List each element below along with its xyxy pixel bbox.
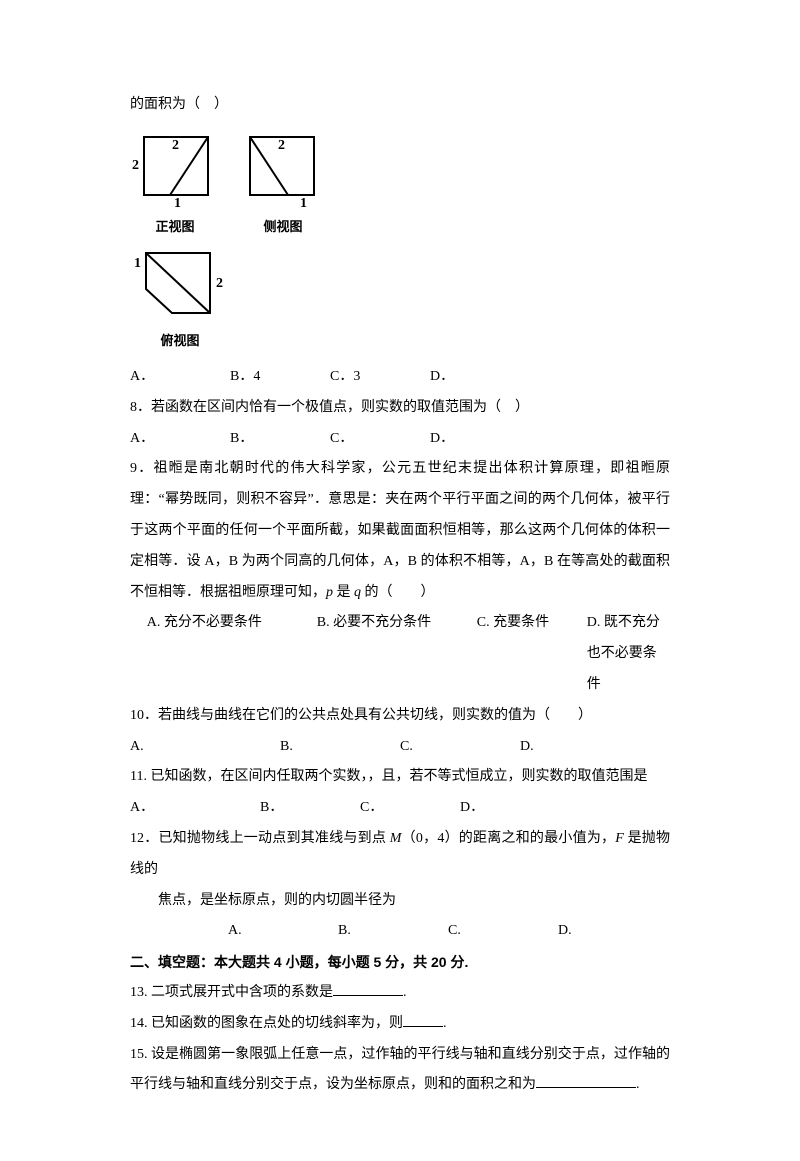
question-intro: 的面积为（ ） <box>130 90 670 121</box>
q13: 13. 二项式展开式中含项的系数是. <box>130 978 670 1009</box>
q13-blank[interactable] <box>333 981 403 996</box>
q12-line2: 焦点，是坐标原点，则的内切圆半径为 <box>130 886 670 917</box>
q9-option-b: B. 必要不充分条件 <box>317 608 477 700</box>
q9-mid: 是 <box>333 585 354 600</box>
front-view: 2 2 1 正视图 <box>130 131 220 242</box>
top-right-label: 2 <box>216 276 223 291</box>
q11-text: 11. 已知函数，在区间内任取两个实数，，且，若不等式恒成立，则实数的取值范围是 <box>130 762 670 793</box>
q10-option-d: D. <box>520 732 534 763</box>
q10-options: A. B. C. D. <box>130 732 670 763</box>
q10-option-c: C. <box>400 732 520 763</box>
diagrams-row-1: 2 2 1 正视图 2 1 侧视图 <box>130 131 670 242</box>
q9-q: q <box>354 585 361 600</box>
q12-line1: 12．已知抛物线上一动点到其准线与到点 M（0，4）的距离之和的最小值为，F 是… <box>130 824 670 886</box>
front-view-svg: 2 2 1 <box>130 131 220 211</box>
q10-option-a: A. <box>130 732 280 763</box>
q12-option-a: A. <box>228 916 338 947</box>
top-left-label: 1 <box>134 256 141 271</box>
q14: 14. 已知函数的图象在点处的切线斜率为，则. <box>130 1009 670 1040</box>
q10-option-b: B. <box>280 732 400 763</box>
q9-option-a: A. 充分不必要条件 <box>147 608 317 700</box>
q8-options: A． B． C． D． <box>130 424 670 455</box>
q9-options: A. 充分不必要条件 B. 必要不充分条件 C. 充要条件 D. 既不充分也不必… <box>130 608 670 700</box>
q15-blank[interactable] <box>536 1073 636 1088</box>
q15: 15. 设是椭圆第一象限弧上任意一点，过作轴的平行线与轴和直线分别交于点，过作轴… <box>130 1040 670 1102</box>
side-bottom-label: 1 <box>300 196 307 211</box>
q8-option-d: D． <box>430 424 530 455</box>
front-bottom-label: 1 <box>174 196 181 211</box>
front-left-label: 2 <box>132 158 139 173</box>
q15-post: . <box>636 1077 640 1092</box>
q8-option-b: B． <box>230 424 330 455</box>
front-view-caption: 正视图 <box>155 213 194 242</box>
q14-post: . <box>443 1016 447 1031</box>
diagrams-block: 2 2 1 正视图 2 1 侧视图 <box>130 131 670 356</box>
q12-pre: 12．已知抛物线上一动点到其准线与到点 <box>130 831 390 846</box>
q13-post: . <box>403 985 407 1000</box>
side-view-svg: 2 1 <box>238 131 328 211</box>
top-view: 1 2 俯视图 <box>130 247 230 356</box>
q12-option-c: C. <box>448 916 558 947</box>
q13-pre: 13. 二项式展开式中含项的系数是 <box>130 985 333 1000</box>
q11-option-b: B． <box>260 793 360 824</box>
q7-option-b: B．4 <box>230 362 330 393</box>
q9-line1: 9．祖暅是南北朝时代的伟大科学家，公元五世纪末提出体积计算原理，即祖暅原理：“幂… <box>130 461 670 568</box>
front-top-label: 2 <box>172 138 179 153</box>
q12-post: （0，4）的距离之和的最小值为， <box>401 831 615 846</box>
q8-option-a: A． <box>130 424 230 455</box>
top-view-caption: 俯视图 <box>160 327 199 356</box>
q8-option-c: C． <box>330 424 430 455</box>
side-top-label: 2 <box>278 138 285 153</box>
q14-blank[interactable] <box>403 1012 443 1027</box>
q14-pre: 14. 已知函数的图象在点处的切线斜率为，则 <box>130 1016 403 1031</box>
top-view-svg: 1 2 <box>130 247 230 325</box>
q10-text: 10．若曲线与曲线在它们的公共点处具有公共切线，则实数的值为（ ） <box>130 701 670 732</box>
q12-m: M <box>390 831 402 846</box>
q9-suffix: 的（ ） <box>361 585 435 600</box>
q11-option-d: D． <box>460 793 484 824</box>
q12-option-d: D. <box>558 916 638 947</box>
q11-option-a: A． <box>130 793 260 824</box>
q9-p: p <box>326 585 333 600</box>
q12-f: F <box>615 831 624 846</box>
q7-option-d: D． <box>430 362 530 393</box>
diagrams-row-2: 1 2 俯视图 <box>130 247 670 356</box>
q12-option-b: B. <box>338 916 448 947</box>
q11-option-c: C． <box>360 793 460 824</box>
q12-options: A. B. C. D. <box>130 916 670 947</box>
side-view-caption: 侧视图 <box>263 213 302 242</box>
section2-heading: 二、填空题：本大题共 4 小题，每小题 5 分，共 20 分. <box>130 947 670 978</box>
q9-option-c: C. 充要条件 <box>477 608 587 700</box>
q7-options: A． B．4 C．3 D． <box>130 362 670 393</box>
q7-option-c: C．3 <box>330 362 430 393</box>
q7-option-a: A． <box>130 362 230 393</box>
q9-text: 9．祖暅是南北朝时代的伟大科学家，公元五世纪末提出体积计算原理，即祖暅原理：“幂… <box>130 454 670 608</box>
side-view: 2 1 侧视图 <box>238 131 328 242</box>
q8-text: 8．若函数在区间内恰有一个极值点，则实数的取值范围为（ ） <box>130 393 670 424</box>
q9-option-d: D. 既不充分也不必要条件 <box>587 608 670 700</box>
q11-options: A． B． C． D． <box>130 793 670 824</box>
